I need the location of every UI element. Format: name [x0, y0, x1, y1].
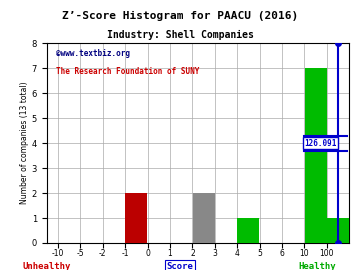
Bar: [305, 68, 327, 243]
Text: The Research Foundation of SUNY: The Research Foundation of SUNY: [56, 67, 199, 76]
Text: Z’-Score Histogram for PAACU (2016): Z’-Score Histogram for PAACU (2016): [62, 11, 298, 21]
Text: Industry: Shell Companies: Industry: Shell Companies: [107, 30, 253, 40]
Text: ©www.textbiz.org: ©www.textbiz.org: [56, 49, 130, 58]
Text: Score: Score: [167, 262, 193, 270]
Bar: [238, 218, 259, 243]
Bar: [125, 193, 147, 243]
Bar: [193, 193, 215, 243]
Y-axis label: Number of companies (13 total): Number of companies (13 total): [20, 82, 29, 204]
Text: 126.091: 126.091: [305, 139, 337, 148]
Text: Healthy: Healthy: [298, 262, 336, 270]
Bar: [327, 218, 349, 243]
Text: Unhealthy: Unhealthy: [23, 262, 71, 270]
